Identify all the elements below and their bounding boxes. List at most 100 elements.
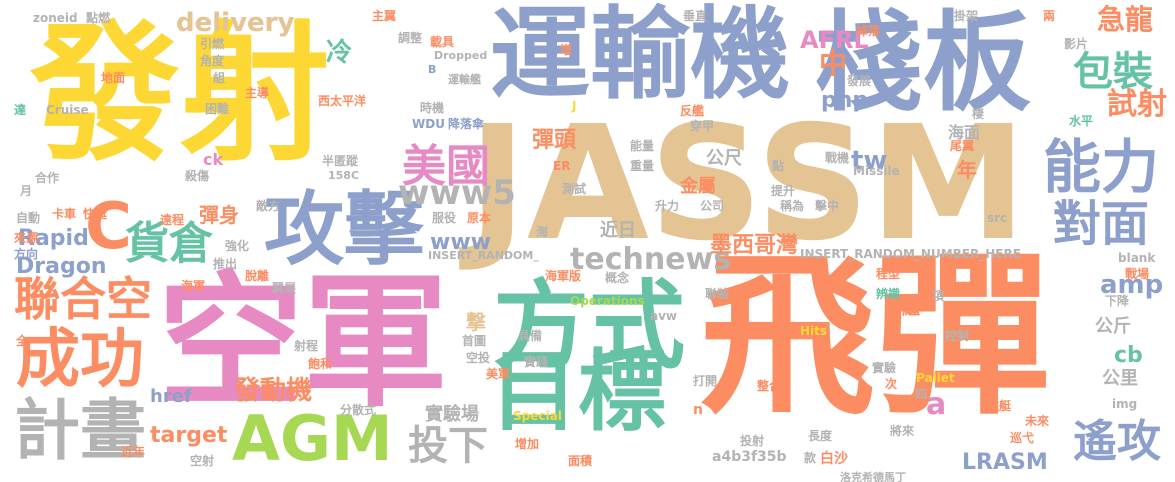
word: 稱為 (780, 199, 805, 213)
word: 提升 (771, 184, 796, 198)
word: 白沙 (820, 451, 848, 467)
word: 運輸機 (490, 0, 790, 113)
word: Hits (800, 324, 828, 338)
word: 成功 (16, 323, 144, 397)
word: Dropped (434, 49, 488, 62)
word: 彈身 (199, 203, 239, 227)
word: 將來 (890, 424, 915, 438)
word: 遙攻 (1073, 416, 1161, 467)
word: 棧板 (815, 1, 1032, 126)
word: 推出 (213, 257, 238, 271)
word: 方向 (14, 247, 39, 261)
word: www (430, 230, 491, 255)
word: 戰場 (1125, 267, 1150, 281)
word: 四 (915, 387, 928, 401)
word: JASSM (468, 92, 1027, 276)
word: zoneid (33, 11, 78, 25)
word: 彈頭 (532, 128, 577, 153)
word: cb (1114, 343, 1143, 368)
word: 敵方 (256, 199, 281, 213)
word: php (821, 88, 869, 113)
word: 運輸艦 (448, 73, 481, 86)
word: 主導 (245, 86, 270, 100)
word: 空投 (466, 351, 491, 365)
word: 未來 (1025, 414, 1050, 428)
word: tw (851, 146, 888, 176)
word: 增 (560, 43, 573, 57)
word: 合作 (35, 171, 60, 185)
word: a (926, 387, 947, 422)
word: 點 (772, 159, 785, 173)
word: 艦艇 (987, 399, 1012, 413)
word: 實踐 (524, 355, 549, 369)
word: 西太平洋 (318, 94, 367, 108)
word: WDU (412, 117, 445, 131)
word: 近年 (121, 445, 146, 459)
word: 升力 (655, 199, 680, 213)
word: 項 (932, 289, 945, 303)
word: 投射 (740, 434, 765, 448)
word: 對面 (1053, 196, 1150, 252)
word: href (150, 386, 192, 407)
word: img (1112, 397, 1138, 411)
word: 脫離 (245, 269, 270, 283)
word: 飛彈 (700, 236, 1050, 439)
word: 垂直 (683, 9, 708, 23)
word: 實驗場 (425, 404, 479, 425)
word: 殺傷 (185, 169, 210, 183)
word: 來源 (14, 231, 39, 245)
word: 兩 (1043, 9, 1056, 23)
word: 公里 (1102, 368, 1138, 389)
word: 美軍 (486, 367, 511, 381)
word: 組 (213, 71, 226, 85)
word: 聯裝 (705, 287, 730, 301)
word: 全 (16, 334, 29, 348)
word: 目標 (490, 340, 667, 443)
word: amp (1100, 270, 1164, 300)
word: 快艇 (83, 207, 108, 221)
word: Dragon (16, 254, 107, 279)
word: LRASM (962, 450, 1048, 475)
word: ER (553, 159, 571, 173)
word: 次 (885, 377, 898, 391)
word: Operations (570, 294, 645, 308)
word: 反艦 (680, 104, 705, 118)
word: Special (513, 409, 562, 423)
word: 達 (14, 103, 27, 117)
word: 卡車 (52, 207, 77, 221)
word: 程型 (876, 267, 901, 281)
word: B (428, 63, 437, 76)
word: 公斤 (1095, 316, 1131, 337)
word: ck (203, 150, 224, 169)
word: C (85, 190, 132, 264)
word: 空軍 (158, 258, 448, 427)
word: 戰機 (825, 151, 850, 165)
word: 射程 (294, 339, 319, 353)
word: 調整 (398, 31, 423, 45)
word: 重量 (630, 159, 655, 173)
word: 強化 (225, 239, 250, 253)
word: 首圖 (462, 334, 487, 348)
word: 翼展 (272, 281, 297, 295)
word: 海軍 (181, 279, 206, 293)
word: 空射 (190, 454, 215, 468)
word: 降落傘 (448, 117, 485, 131)
word: 水平 (1069, 114, 1094, 128)
word: 能力 (1043, 133, 1160, 201)
word: 發動機 (234, 376, 313, 406)
word: 海 (536, 225, 549, 239)
word: 方式 (493, 270, 685, 382)
word: 款 (804, 451, 817, 465)
word: 載具 (430, 35, 455, 49)
word: 服役 (432, 211, 457, 225)
word: 地面 (101, 71, 126, 85)
word: 中 (819, 47, 848, 80)
word: 引燃 (200, 37, 225, 51)
word: 金屬 (680, 176, 716, 197)
word: 發展 (847, 74, 872, 88)
word: 概念 (605, 271, 630, 285)
word: 洛克希德馬丁 (840, 471, 906, 482)
word: 巡弋 (1010, 431, 1035, 445)
word: 158C (328, 169, 360, 182)
